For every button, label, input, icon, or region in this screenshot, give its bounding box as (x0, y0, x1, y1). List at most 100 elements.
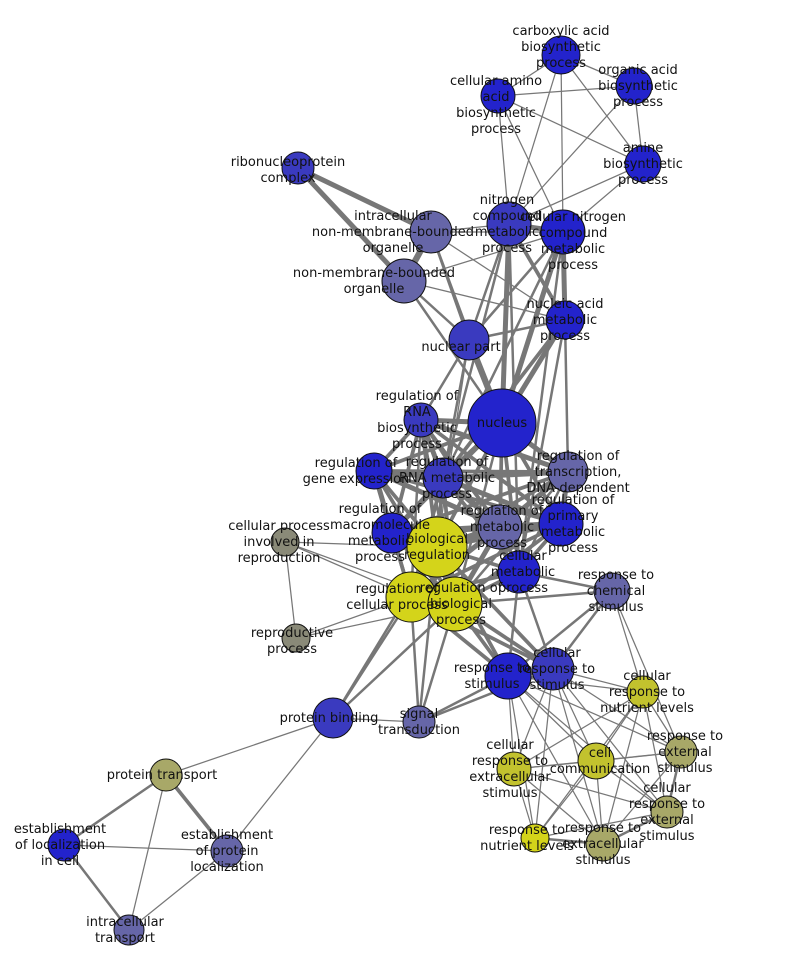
graph-node-label: establishment of protein localization (181, 828, 273, 875)
graph-node[interactable] (585, 826, 621, 862)
graph-node[interactable] (520, 823, 550, 853)
graph-edge (295, 165, 407, 284)
graph-edge (497, 95, 644, 165)
graph-edge (372, 469, 570, 474)
graph-node-label: establishment of localization in cell (14, 822, 106, 869)
graph-edge (497, 85, 635, 97)
graph-node-label: cell communication (550, 746, 651, 777)
graph-edge (602, 691, 644, 845)
graph-edge (513, 691, 644, 770)
graph-node[interactable] (540, 209, 586, 255)
graph-node[interactable] (650, 795, 684, 829)
graph-node-label: nitrogen compound metabolic process (473, 193, 542, 256)
graph-edge (467, 230, 565, 342)
nodes-layer[interactable] (47, 35, 698, 946)
graph-node[interactable] (624, 145, 662, 183)
graph-node[interactable] (541, 35, 581, 75)
graph-edge (430, 231, 566, 321)
graph-node[interactable] (538, 501, 584, 547)
graph-node-label: intracellular non-membrane-bounded organel… (312, 209, 474, 256)
graph-node[interactable] (281, 623, 311, 653)
graph-node-label: regulation of primary metabolic process (532, 493, 615, 556)
graph-edge (513, 768, 668, 813)
graph-node-label: organic acid biosynthetic process (598, 63, 678, 110)
graph-edge (403, 231, 564, 282)
graph-node[interactable] (496, 751, 532, 787)
graph-node[interactable] (497, 550, 541, 594)
graph-edge (508, 54, 562, 225)
graph-edge (372, 469, 563, 526)
graph-node[interactable] (477, 504, 523, 550)
graph-edge (642, 691, 668, 813)
graph-edge (62, 843, 131, 932)
graph-node-label: regulation of gene expression (303, 456, 410, 487)
graph-node[interactable] (615, 67, 653, 105)
graph-edge (508, 163, 644, 225)
graph-edge (63, 844, 228, 852)
graph-node[interactable] (593, 572, 631, 610)
graph-node[interactable] (547, 451, 589, 493)
graph-node-label: reproductive process (251, 626, 333, 657)
graph-node-label: response to nutrient levels (480, 823, 574, 854)
graph-node[interactable] (355, 452, 393, 490)
graph-node[interactable] (409, 210, 453, 254)
graph-edge (552, 668, 604, 845)
graph-node[interactable] (149, 758, 183, 792)
graph-node-label: nucleus (477, 416, 527, 431)
graph-node[interactable] (427, 576, 483, 632)
graph-node-label: regulation of RNA biosynthetic process (376, 389, 459, 452)
graph-node[interactable] (403, 402, 439, 438)
graph-node-label: response to external stimulus (647, 729, 723, 776)
graph-node-label: regulation of RNA metabolic process (399, 455, 495, 502)
graph-edge (552, 668, 682, 753)
graph-node-label: cellular process involved in reproduction (228, 519, 330, 566)
graph-node[interactable] (281, 151, 315, 185)
graph-node[interactable] (664, 735, 698, 769)
graph-node-label: regulation of macromolecule metabolic proce… (330, 502, 430, 565)
graph-node[interactable] (113, 914, 145, 946)
graph-node-label: regulation of biological process (420, 581, 503, 628)
graph-node[interactable] (467, 388, 537, 458)
graph-edge (560, 54, 564, 233)
graph-node[interactable] (577, 742, 615, 780)
graph-node-label: nuclear part (421, 340, 500, 355)
graph-node[interactable] (381, 258, 427, 304)
graph-node[interactable] (210, 834, 244, 868)
graph-node[interactable] (422, 457, 464, 499)
graph-edge (611, 590, 682, 753)
graph-edge (563, 318, 570, 474)
graph-edge (128, 850, 228, 931)
graph-node-label: protein binding (280, 711, 379, 726)
graph-node-label: response to chemical stimulus (578, 568, 654, 615)
graph-node-label: intracellular transport (86, 915, 164, 946)
graph-node-label: response to stimulus (454, 661, 530, 692)
graph-node-label: regulation of transcription, DNA-dependent (526, 449, 629, 496)
graph-edge (513, 768, 604, 845)
graph-node[interactable] (402, 705, 436, 739)
graph-node-label: cellular nitrogen compound metabolic proces… (520, 210, 626, 273)
graph-edge (331, 602, 457, 720)
labels-layer: carboxylic acid biosynthetic process organi… (14, 24, 723, 946)
graph-node-label: protein transport (107, 768, 217, 783)
graph-node[interactable] (270, 527, 300, 557)
graph-node[interactable] (406, 516, 468, 578)
graph-node[interactable] (312, 697, 354, 739)
graph-node[interactable] (531, 647, 575, 691)
graph-edge (284, 541, 297, 639)
graph-node[interactable] (484, 652, 532, 700)
graph-node[interactable] (626, 675, 660, 709)
graph-node[interactable] (47, 828, 81, 862)
graph-node-label: amine biosynthetic process (603, 141, 683, 188)
graph-edge (508, 85, 635, 225)
graph-node[interactable] (545, 300, 585, 340)
graph-node-label: ribonucleoprotein complex (231, 155, 346, 186)
graph-node-label: cellular response to extracellular stimulus (469, 738, 551, 801)
graph-node[interactable] (486, 201, 532, 247)
graph-node[interactable] (480, 78, 516, 114)
graph-edge (226, 717, 334, 852)
graph-edge (602, 751, 682, 845)
graph-edge (371, 468, 503, 530)
graph-node[interactable] (448, 319, 490, 361)
graph-node-label: biological regulation (404, 532, 470, 563)
